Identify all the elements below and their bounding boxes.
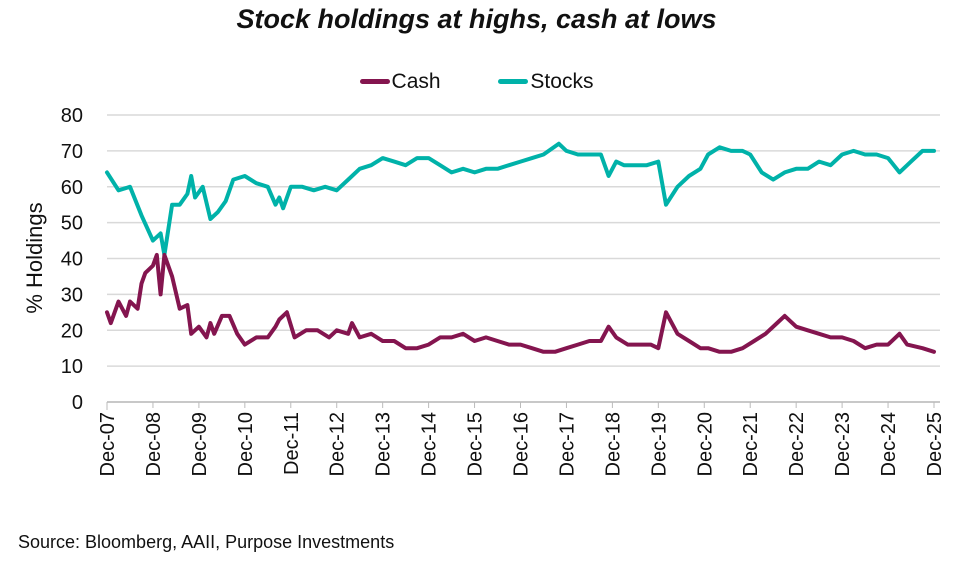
y-axis-label: % Holdings [22, 202, 47, 313]
x-tick-label: Dec-17 [556, 412, 578, 476]
legend: Cash Stocks [0, 66, 953, 94]
x-tick-label: Dec-10 [235, 412, 257, 476]
y-tick-label: 20 [61, 320, 83, 342]
y-tick-label: 60 [61, 177, 83, 199]
x-tick-label: Dec-07 [97, 412, 119, 476]
x-tick-label: Dec-12 [327, 412, 349, 476]
x-tick-label: Dec-22 [786, 412, 808, 476]
x-tick-label: Dec-20 [694, 412, 716, 476]
x-tick-label: Dec-08 [143, 412, 165, 476]
x-tick-label: Dec-23 [832, 412, 854, 476]
y-tick-label: 40 [61, 249, 83, 271]
x-tick-label: Dec-21 [740, 412, 762, 476]
chart-title: Stock holdings at highs, cash at lows [236, 4, 717, 34]
x-tick-label: Dec-16 [511, 412, 533, 476]
x-tick-label: Dec-19 [648, 412, 670, 476]
legend-label-stocks: Stocks [530, 69, 594, 93]
x-tick-label: Dec-15 [465, 412, 487, 476]
y-tick-label: 30 [61, 284, 83, 306]
y-tick-label: 80 [61, 105, 83, 127]
x-tick-label: Dec-14 [419, 412, 441, 476]
legend-swatch-cash [359, 79, 390, 84]
legend-item-stocks: Stocks [498, 70, 593, 94]
source-note: Source: Bloomberg, AAII, Purpose Investm… [18, 532, 395, 552]
x-tick-label: Dec-09 [189, 412, 211, 476]
series-line-stocks [105, 141, 936, 257]
y-tick-label: 50 [61, 213, 83, 235]
x-tick-label: Dec-11 [281, 412, 303, 475]
x-tick-label: Dec-18 [602, 412, 624, 476]
x-tick-label: Dec-25 [924, 412, 946, 476]
y-tick-label: 0 [72, 392, 83, 414]
legend-item-cash: Cash [359, 69, 441, 94]
legend-label-cash: Cash [391, 69, 441, 93]
y-tick-label: 10 [61, 356, 83, 378]
x-tick-label: Dec-24 [878, 412, 900, 476]
y-tick-label: 70 [61, 141, 83, 163]
x-tick-label: Dec-13 [373, 412, 395, 476]
legend-swatch-stocks [498, 79, 529, 84]
series-line-cash [105, 252, 936, 354]
